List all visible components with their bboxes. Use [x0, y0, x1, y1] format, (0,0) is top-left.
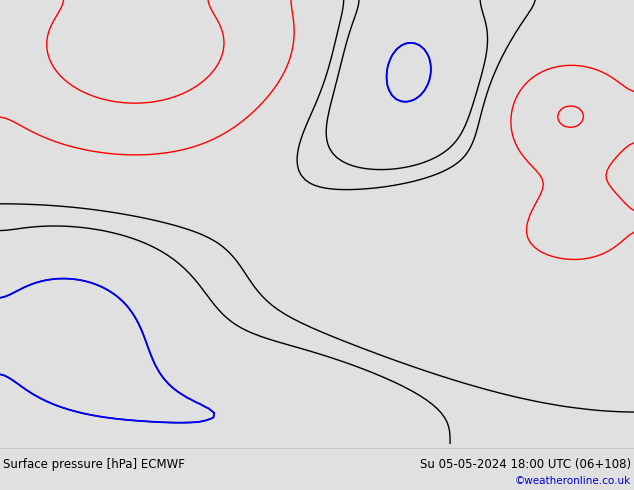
Text: ©weatheronline.co.uk: ©weatheronline.co.uk: [515, 476, 631, 487]
Text: Su 05-05-2024 18:00 UTC (06+108): Su 05-05-2024 18:00 UTC (06+108): [420, 459, 631, 471]
Text: Surface pressure [hPa] ECMWF: Surface pressure [hPa] ECMWF: [3, 459, 185, 471]
